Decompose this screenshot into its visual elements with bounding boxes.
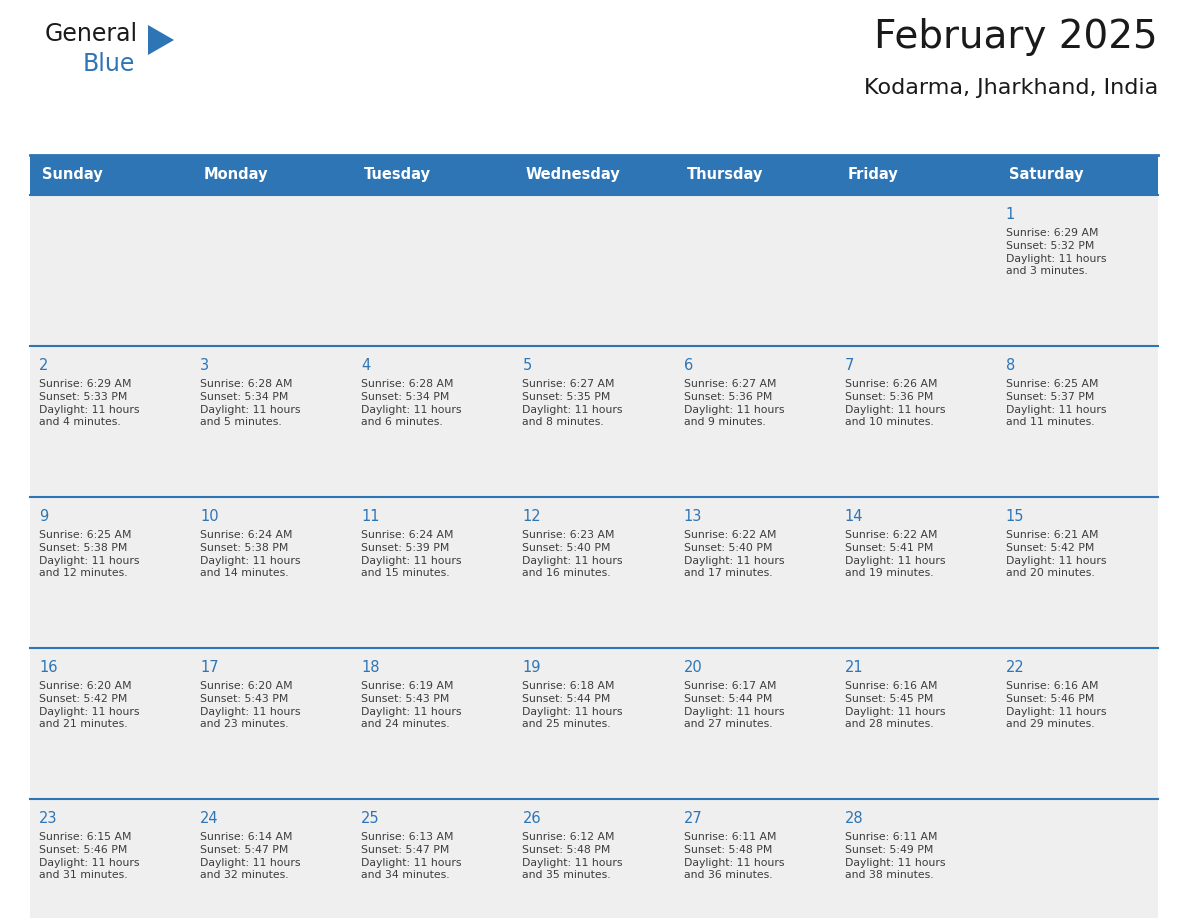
Text: Sunrise: 6:25 AM
Sunset: 5:37 PM
Daylight: 11 hours
and 11 minutes.: Sunrise: 6:25 AM Sunset: 5:37 PM Dayligh… <box>1006 379 1106 428</box>
Text: 19: 19 <box>523 660 541 675</box>
Text: Sunday: Sunday <box>42 167 102 183</box>
Text: 14: 14 <box>845 509 864 524</box>
Text: Sunrise: 6:29 AM
Sunset: 5:33 PM
Daylight: 11 hours
and 4 minutes.: Sunrise: 6:29 AM Sunset: 5:33 PM Dayligh… <box>39 379 139 428</box>
Text: 26: 26 <box>523 811 541 826</box>
Text: 3: 3 <box>200 358 209 373</box>
Bar <box>30 648 1158 799</box>
Text: 27: 27 <box>683 811 702 826</box>
Text: Tuesday: Tuesday <box>365 167 431 183</box>
Text: Sunrise: 6:27 AM
Sunset: 5:36 PM
Daylight: 11 hours
and 9 minutes.: Sunrise: 6:27 AM Sunset: 5:36 PM Dayligh… <box>683 379 784 428</box>
Text: Sunrise: 6:16 AM
Sunset: 5:45 PM
Daylight: 11 hours
and 28 minutes.: Sunrise: 6:16 AM Sunset: 5:45 PM Dayligh… <box>845 681 946 730</box>
Text: Friday: Friday <box>848 167 898 183</box>
Text: 6: 6 <box>683 358 693 373</box>
Text: Sunrise: 6:12 AM
Sunset: 5:48 PM
Daylight: 11 hours
and 35 minutes.: Sunrise: 6:12 AM Sunset: 5:48 PM Dayligh… <box>523 832 623 880</box>
Bar <box>30 155 1158 195</box>
Text: 5: 5 <box>523 358 532 373</box>
Text: Sunrise: 6:16 AM
Sunset: 5:46 PM
Daylight: 11 hours
and 29 minutes.: Sunrise: 6:16 AM Sunset: 5:46 PM Dayligh… <box>1006 681 1106 730</box>
Text: Sunrise: 6:20 AM
Sunset: 5:43 PM
Daylight: 11 hours
and 23 minutes.: Sunrise: 6:20 AM Sunset: 5:43 PM Dayligh… <box>200 681 301 730</box>
Text: 18: 18 <box>361 660 380 675</box>
Text: 9: 9 <box>39 509 49 524</box>
Text: Thursday: Thursday <box>687 167 763 183</box>
Text: Sunrise: 6:23 AM
Sunset: 5:40 PM
Daylight: 11 hours
and 16 minutes.: Sunrise: 6:23 AM Sunset: 5:40 PM Dayligh… <box>523 530 623 578</box>
Bar <box>30 497 1158 648</box>
Text: 12: 12 <box>523 509 541 524</box>
Text: 8: 8 <box>1006 358 1015 373</box>
Text: Sunrise: 6:11 AM
Sunset: 5:49 PM
Daylight: 11 hours
and 38 minutes.: Sunrise: 6:11 AM Sunset: 5:49 PM Dayligh… <box>845 832 946 880</box>
Text: 10: 10 <box>200 509 219 524</box>
Text: 24: 24 <box>200 811 219 826</box>
Text: 2: 2 <box>39 358 49 373</box>
Text: 17: 17 <box>200 660 219 675</box>
Text: Sunrise: 6:25 AM
Sunset: 5:38 PM
Daylight: 11 hours
and 12 minutes.: Sunrise: 6:25 AM Sunset: 5:38 PM Dayligh… <box>39 530 139 578</box>
Text: 25: 25 <box>361 811 380 826</box>
Text: Sunrise: 6:29 AM
Sunset: 5:32 PM
Daylight: 11 hours
and 3 minutes.: Sunrise: 6:29 AM Sunset: 5:32 PM Dayligh… <box>1006 228 1106 276</box>
Text: Sunrise: 6:14 AM
Sunset: 5:47 PM
Daylight: 11 hours
and 32 minutes.: Sunrise: 6:14 AM Sunset: 5:47 PM Dayligh… <box>200 832 301 880</box>
Text: 15: 15 <box>1006 509 1024 524</box>
Bar <box>30 346 1158 497</box>
Text: Sunrise: 6:24 AM
Sunset: 5:39 PM
Daylight: 11 hours
and 15 minutes.: Sunrise: 6:24 AM Sunset: 5:39 PM Dayligh… <box>361 530 462 578</box>
Text: Sunrise: 6:22 AM
Sunset: 5:41 PM
Daylight: 11 hours
and 19 minutes.: Sunrise: 6:22 AM Sunset: 5:41 PM Dayligh… <box>845 530 946 578</box>
Text: Sunrise: 6:28 AM
Sunset: 5:34 PM
Daylight: 11 hours
and 5 minutes.: Sunrise: 6:28 AM Sunset: 5:34 PM Dayligh… <box>200 379 301 428</box>
Text: Kodarma, Jharkhand, India: Kodarma, Jharkhand, India <box>864 78 1158 98</box>
Text: Sunrise: 6:21 AM
Sunset: 5:42 PM
Daylight: 11 hours
and 20 minutes.: Sunrise: 6:21 AM Sunset: 5:42 PM Dayligh… <box>1006 530 1106 578</box>
Text: Sunrise: 6:15 AM
Sunset: 5:46 PM
Daylight: 11 hours
and 31 minutes.: Sunrise: 6:15 AM Sunset: 5:46 PM Dayligh… <box>39 832 139 880</box>
Text: Sunrise: 6:28 AM
Sunset: 5:34 PM
Daylight: 11 hours
and 6 minutes.: Sunrise: 6:28 AM Sunset: 5:34 PM Dayligh… <box>361 379 462 428</box>
Text: 1: 1 <box>1006 207 1015 222</box>
Text: Saturday: Saturday <box>1009 167 1083 183</box>
Text: Sunrise: 6:27 AM
Sunset: 5:35 PM
Daylight: 11 hours
and 8 minutes.: Sunrise: 6:27 AM Sunset: 5:35 PM Dayligh… <box>523 379 623 428</box>
Text: Monday: Monday <box>203 167 267 183</box>
Text: 16: 16 <box>39 660 57 675</box>
Text: General: General <box>45 22 138 46</box>
Text: Sunrise: 6:20 AM
Sunset: 5:42 PM
Daylight: 11 hours
and 21 minutes.: Sunrise: 6:20 AM Sunset: 5:42 PM Dayligh… <box>39 681 139 730</box>
Text: Sunrise: 6:24 AM
Sunset: 5:38 PM
Daylight: 11 hours
and 14 minutes.: Sunrise: 6:24 AM Sunset: 5:38 PM Dayligh… <box>200 530 301 578</box>
Text: 28: 28 <box>845 811 864 826</box>
Text: 11: 11 <box>361 509 380 524</box>
Text: Wednesday: Wednesday <box>525 167 620 183</box>
Text: 4: 4 <box>361 358 371 373</box>
Text: 21: 21 <box>845 660 864 675</box>
Bar <box>30 799 1158 918</box>
Bar <box>30 195 1158 346</box>
Text: Blue: Blue <box>83 52 135 76</box>
Text: 7: 7 <box>845 358 854 373</box>
Text: Sunrise: 6:22 AM
Sunset: 5:40 PM
Daylight: 11 hours
and 17 minutes.: Sunrise: 6:22 AM Sunset: 5:40 PM Dayligh… <box>683 530 784 578</box>
Text: 13: 13 <box>683 509 702 524</box>
Text: 22: 22 <box>1006 660 1024 675</box>
Text: February 2025: February 2025 <box>874 18 1158 56</box>
Text: 23: 23 <box>39 811 57 826</box>
Polygon shape <box>148 25 173 55</box>
Text: Sunrise: 6:19 AM
Sunset: 5:43 PM
Daylight: 11 hours
and 24 minutes.: Sunrise: 6:19 AM Sunset: 5:43 PM Dayligh… <box>361 681 462 730</box>
Text: Sunrise: 6:13 AM
Sunset: 5:47 PM
Daylight: 11 hours
and 34 minutes.: Sunrise: 6:13 AM Sunset: 5:47 PM Dayligh… <box>361 832 462 880</box>
Text: Sunrise: 6:17 AM
Sunset: 5:44 PM
Daylight: 11 hours
and 27 minutes.: Sunrise: 6:17 AM Sunset: 5:44 PM Dayligh… <box>683 681 784 730</box>
Text: 20: 20 <box>683 660 702 675</box>
Text: Sunrise: 6:18 AM
Sunset: 5:44 PM
Daylight: 11 hours
and 25 minutes.: Sunrise: 6:18 AM Sunset: 5:44 PM Dayligh… <box>523 681 623 730</box>
Text: Sunrise: 6:11 AM
Sunset: 5:48 PM
Daylight: 11 hours
and 36 minutes.: Sunrise: 6:11 AM Sunset: 5:48 PM Dayligh… <box>683 832 784 880</box>
Text: Sunrise: 6:26 AM
Sunset: 5:36 PM
Daylight: 11 hours
and 10 minutes.: Sunrise: 6:26 AM Sunset: 5:36 PM Dayligh… <box>845 379 946 428</box>
